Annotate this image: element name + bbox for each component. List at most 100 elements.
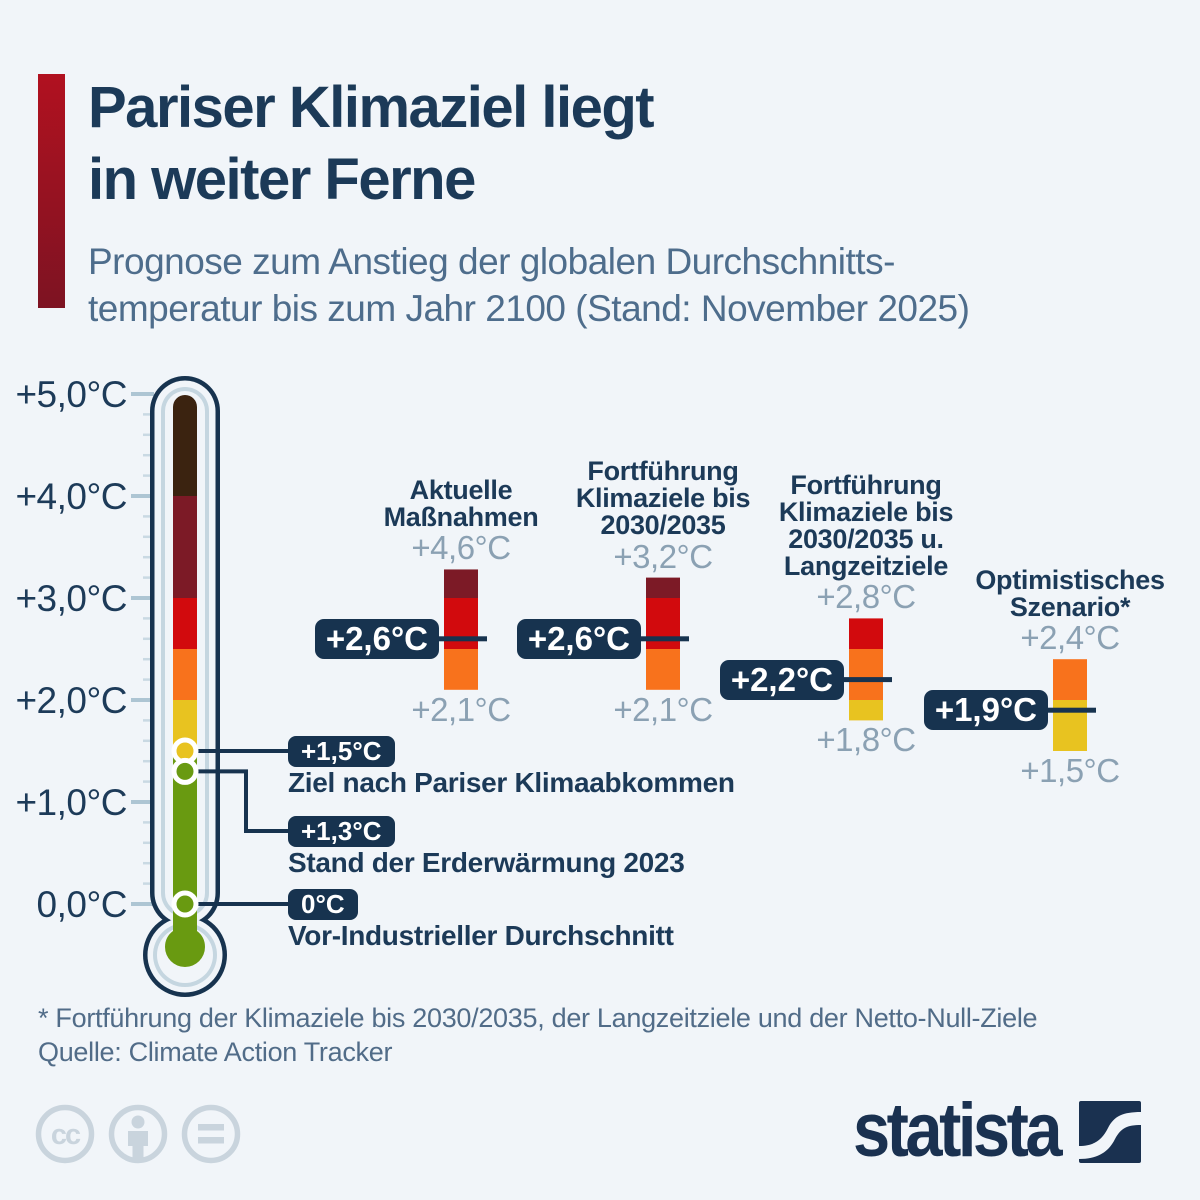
axis-minor-tick: [143, 759, 154, 763]
bar-segment: [444, 649, 478, 690]
axis-label: +5,0°C: [15, 374, 127, 415]
statista-logo-text: statista: [853, 1088, 1063, 1173]
axis-minor-tick: [143, 637, 154, 641]
central-estimate-badge: +2,2°C: [719, 659, 844, 700]
axis-minor-tick: [143, 821, 154, 824]
annotation-connector-line: [197, 769, 288, 833]
annotation-badge: 0°C: [288, 888, 358, 920]
bar-segment: [444, 598, 478, 649]
title-accent-bar: [38, 74, 65, 308]
central-estimate-line: [839, 677, 892, 683]
cc-icon: cc: [35, 1104, 95, 1164]
axis-minor-tick: [143, 861, 154, 865]
bar-segment: [849, 649, 883, 700]
scenario-title-line: Klimaziele bis: [778, 496, 954, 527]
scenario-title-line: Fortführung: [587, 456, 739, 487]
axis-minor-tick: [143, 617, 154, 620]
axis-minor-tick: [143, 413, 154, 416]
axis-minor-tick: [143, 739, 154, 743]
axis-label: 0,0°C: [37, 884, 127, 925]
annotation-badge: +1,3°C: [288, 815, 395, 847]
scenario-title: Aktuelle Maßnahmen: [301, 474, 621, 532]
scenario-title: Fortführung Klimaziele bis 2030/2035: [503, 458, 823, 539]
axis-minor-tick: [143, 535, 154, 539]
range-high-label: +2,4°C: [1020, 619, 1120, 657]
axis-label: +3,0°C: [15, 578, 127, 619]
bar-segment: [1053, 700, 1087, 751]
scenario-title: Fortführung Klimaziele bis 2030/2035 u. Lan…: [706, 469, 1026, 581]
scenario-title-line: 2030/2035: [600, 510, 726, 541]
bar-segment: [646, 598, 680, 649]
central-estimate-line: [636, 636, 689, 642]
page-title: Pariser Klimaziel liegt: [88, 75, 655, 140]
annotation-badge: +1,5°C: [288, 735, 395, 767]
axis-major-tick: [131, 392, 154, 396]
range-high-label: +3,2°C: [613, 537, 713, 575]
annotation-label: Ziel nach Pariser Klimaabkommen: [288, 767, 735, 798]
range-low-label: +1,8°C: [816, 721, 916, 759]
annotation-label: Vor-Industrieller Durchschnitt: [288, 920, 674, 951]
scenario-title-line: Klimaziele bis: [575, 483, 751, 514]
bar-segment: [646, 649, 680, 690]
thermometer-marker: [171, 757, 199, 785]
page-title-line2: in weiter Ferne: [88, 147, 476, 212]
range-low-label: +2,1°C: [411, 690, 511, 728]
page-subtitle: Prognose zum Anstieg der globalen Durchs…: [88, 241, 895, 282]
annotation-label: Stand der Erderwärmung 2023: [288, 847, 685, 878]
license-icons: cc: [35, 1104, 241, 1164]
axis-label: +2,0°C: [15, 680, 127, 721]
axis-major-tick: [131, 494, 154, 498]
axis-minor-tick: [143, 882, 154, 885]
scenario-title-line: Aktuelle: [409, 474, 513, 505]
axis-minor-tick: [143, 678, 154, 681]
bar-segment: [646, 577, 680, 598]
axis-label: +4,0°C: [15, 476, 127, 517]
range-low-label: +2,1°C: [613, 690, 713, 728]
source-credit: Quelle: Climate Action Tracker: [38, 1037, 393, 1067]
axis-minor-tick: [143, 780, 154, 783]
thermometer-marker: [171, 890, 199, 918]
scenario-title-line: 2030/2035 u.: [788, 523, 944, 554]
axis-major-tick: [131, 698, 154, 702]
central-estimate-line: [1043, 707, 1096, 713]
central-estimate-badge: +1,9°C: [923, 690, 1048, 731]
central-estimate-badge: +2,6°C: [314, 618, 439, 659]
bar-segment: [849, 700, 883, 721]
scenario-title-line: Optimistisches: [975, 564, 1165, 595]
scenario-title-line: Langzeitziele: [783, 550, 949, 581]
axis-major-tick: [131, 902, 154, 906]
attribution-icon: [108, 1104, 168, 1164]
axis-minor-tick: [143, 576, 154, 579]
axis-minor-tick: [143, 453, 154, 457]
no-derivatives-icon: [181, 1104, 241, 1164]
axis-major-tick: [131, 800, 154, 804]
scenario-title-line: Fortführung: [790, 469, 942, 500]
axis-minor-tick: [143, 555, 154, 559]
statista-logo: statista: [853, 1088, 1142, 1173]
bar-segment: [1053, 659, 1087, 700]
axis-minor-tick: [143, 841, 154, 845]
footnote: * Fortführung der Klimaziele bis 2030/20…: [38, 1003, 1038, 1033]
scenario-title-line: Maßnahmen: [383, 501, 539, 532]
axis-major-tick: [131, 596, 154, 600]
svg-text:cc: cc: [51, 1119, 81, 1151]
axis-minor-tick: [143, 515, 154, 518]
axis-minor-tick: [143, 474, 154, 477]
bar-segment: [849, 618, 883, 649]
range-high-label: +2,8°C: [816, 578, 916, 616]
scenario-title-line: Szenario*: [1009, 591, 1131, 622]
axis-minor-tick: [143, 433, 154, 437]
bar-segment: [444, 569, 478, 598]
axis-minor-tick: [143, 719, 154, 722]
range-high-label: +4,6°C: [411, 529, 511, 567]
statista-logo-mark: [1079, 1101, 1142, 1163]
page-subtitle-line2: temperatur bis zum Jahr 2100 (Stand: Nov…: [88, 288, 970, 329]
range-low-label: +1,5°C: [1020, 752, 1120, 789]
central-estimate-badge: +2,6°C: [516, 618, 641, 659]
axis-minor-tick: [143, 657, 154, 661]
central-estimate-line: [434, 636, 487, 642]
axis-label: +1,0°C: [15, 782, 127, 823]
scenario-title: Optimistisches Szenario*: [910, 564, 1200, 622]
